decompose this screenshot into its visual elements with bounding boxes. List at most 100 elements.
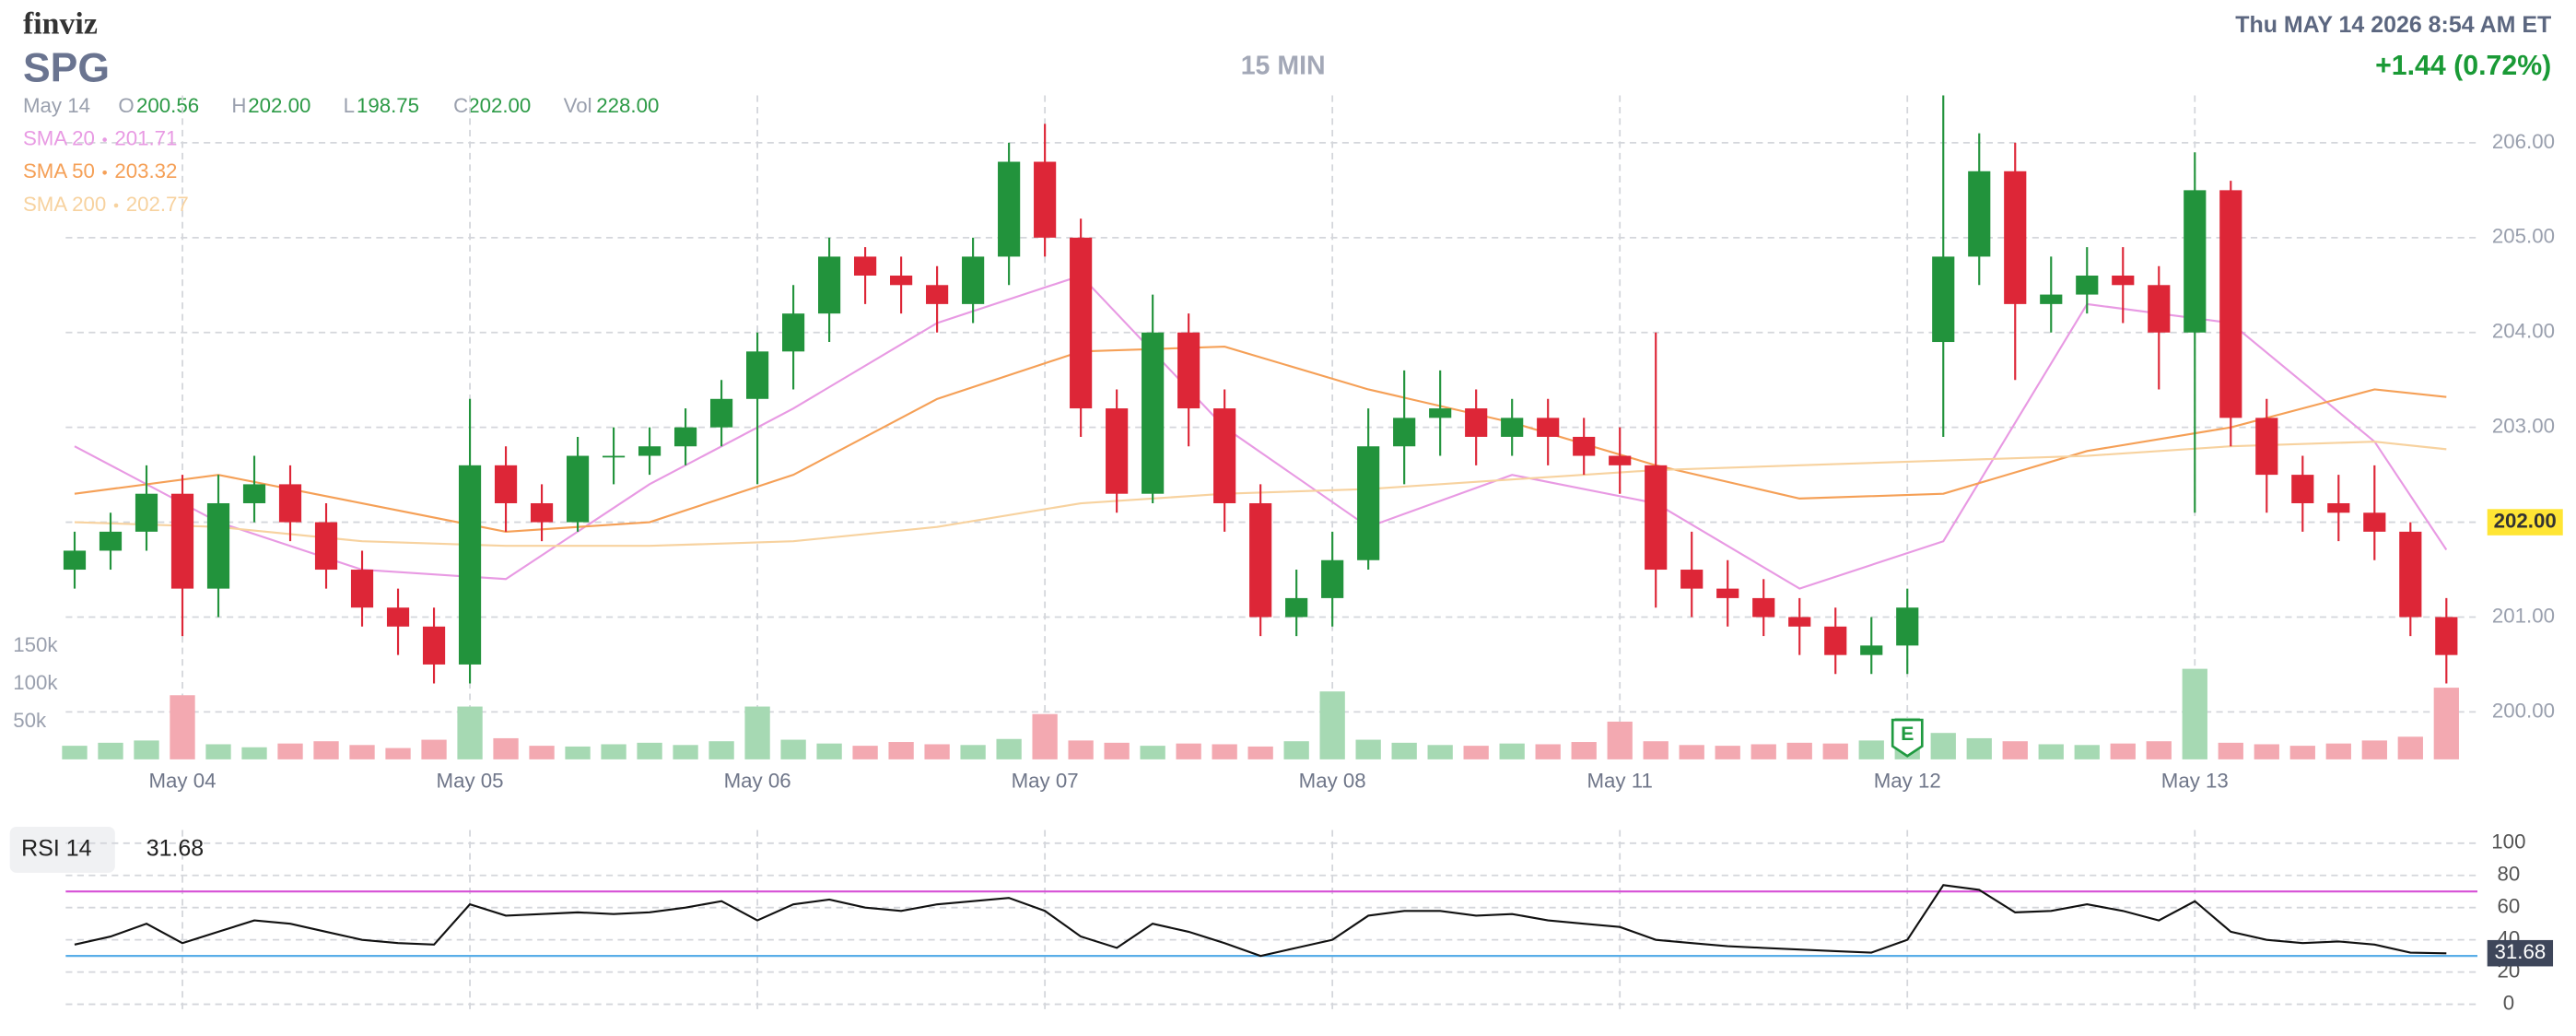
volume-bar <box>924 744 950 759</box>
rsi-line <box>74 884 2447 958</box>
volume-bar <box>1247 746 1273 759</box>
volume-bar <box>1535 744 1561 759</box>
candle-body <box>2399 531 2422 618</box>
interval: 15 MIN <box>1241 52 1326 81</box>
logo[interactable]: finviz <box>23 6 98 41</box>
volume-bar <box>1643 741 1669 759</box>
volume-bar <box>2325 743 2351 759</box>
candle-body <box>1213 408 1236 503</box>
candle-body <box>709 398 733 428</box>
last-price-label: 202.00 <box>2494 509 2557 532</box>
volume-bar <box>62 746 88 759</box>
y-tick-label: 0 <box>2503 991 2514 1014</box>
last-price-box <box>2487 509 2563 536</box>
candle-body <box>854 256 877 276</box>
candle-body <box>2327 502 2350 513</box>
ohlc-value: 228.00 <box>596 94 659 117</box>
volume-bar <box>1355 739 1381 759</box>
candle-body <box>1896 607 1919 646</box>
ohlc-label: O <box>118 94 134 117</box>
volume-bar <box>1786 742 1812 759</box>
candle-body <box>1860 645 1883 655</box>
volume-bar <box>349 745 375 759</box>
volume-bar <box>1751 744 1776 759</box>
ohlc-date: May 14 <box>23 94 90 117</box>
volume-bar <box>1499 743 1525 759</box>
volume-bar <box>1427 745 1453 759</box>
candle-body <box>1788 617 1811 627</box>
y-tick-label: 200.00 <box>2492 699 2555 722</box>
candle-body <box>1716 588 1739 598</box>
candle-body <box>1070 237 1093 409</box>
volume-tick-label: 150k <box>13 633 58 656</box>
volume-bar <box>457 706 483 759</box>
candle-body <box>2255 418 2278 476</box>
volume-bar <box>1283 741 1309 759</box>
y-tick-label: 100 <box>2491 830 2525 854</box>
candle-body <box>1357 446 1380 560</box>
ohlc-value: 202.00 <box>248 94 310 117</box>
volume-bar <box>421 739 447 759</box>
candle-body <box>422 626 446 665</box>
candle-body <box>1932 256 1955 343</box>
volume-bar <box>1032 713 1058 759</box>
ohlc-label: H <box>231 94 246 117</box>
volume-bar <box>2038 744 2064 759</box>
volume-bar <box>780 739 806 759</box>
rsi-label-box[interactable] <box>9 826 115 873</box>
candle-body <box>998 161 1021 257</box>
ohlc-value: 202.00 <box>468 94 531 117</box>
candle-body <box>745 351 769 399</box>
x-tick-label: May 07 <box>1012 770 1079 793</box>
candle-body <box>926 285 949 304</box>
candle-body <box>1609 455 1632 465</box>
volume-bar <box>2433 688 2459 759</box>
y-tick-label: 201.00 <box>2492 604 2555 627</box>
candle-body <box>1249 502 1272 618</box>
volume-bar <box>2218 742 2243 759</box>
legend-label: SMA 50 <box>23 159 95 182</box>
volume-bar <box>1858 740 1884 759</box>
volume-bar <box>708 741 734 759</box>
volume-bar <box>2397 736 2423 759</box>
candle-body <box>2184 190 2207 333</box>
candle-body <box>1824 626 1847 655</box>
candle-body <box>278 484 302 523</box>
candle-body <box>2363 512 2386 532</box>
candle-body <box>1645 465 1668 571</box>
volume-bar <box>385 748 411 759</box>
volume-bar <box>637 742 662 759</box>
candle-body <box>673 427 697 447</box>
volume-bar <box>1571 742 1597 759</box>
volume-bar <box>1463 746 1489 759</box>
candle-body <box>1106 408 1129 494</box>
volume-bar <box>2146 741 2172 759</box>
candle-body <box>2435 617 2458 655</box>
volume-bar <box>816 743 842 759</box>
volume-bar <box>241 747 267 759</box>
volume-bar <box>1715 746 1740 759</box>
ohlc-value: 198.75 <box>357 94 419 117</box>
sma-line <box>74 441 2447 547</box>
candle-body <box>962 256 985 304</box>
volume-bar <box>1176 743 1201 759</box>
candle-body <box>2148 285 2171 333</box>
x-tick-label: May 11 <box>1587 770 1653 793</box>
candle-body <box>314 522 338 571</box>
rsi-value: 31.68 <box>146 836 204 862</box>
earnings-label: E <box>1901 723 1914 745</box>
candle-body <box>1393 418 1416 447</box>
volume-bar <box>601 744 626 759</box>
legend-label: SMA 200 <box>23 193 106 216</box>
candle-body <box>206 502 230 589</box>
volume-bar <box>2074 745 2100 759</box>
candle-body <box>530 502 554 523</box>
volume-bar <box>1966 737 1992 759</box>
ohlc-label: Vol <box>564 94 592 117</box>
volume-bar <box>1104 742 1130 759</box>
datetime: Thu MAY 14 2026 8:54 AM ET <box>2235 12 2551 38</box>
legend-separator <box>102 170 107 175</box>
ohlc-label: C <box>453 94 468 117</box>
volume-bar <box>1212 744 1237 759</box>
